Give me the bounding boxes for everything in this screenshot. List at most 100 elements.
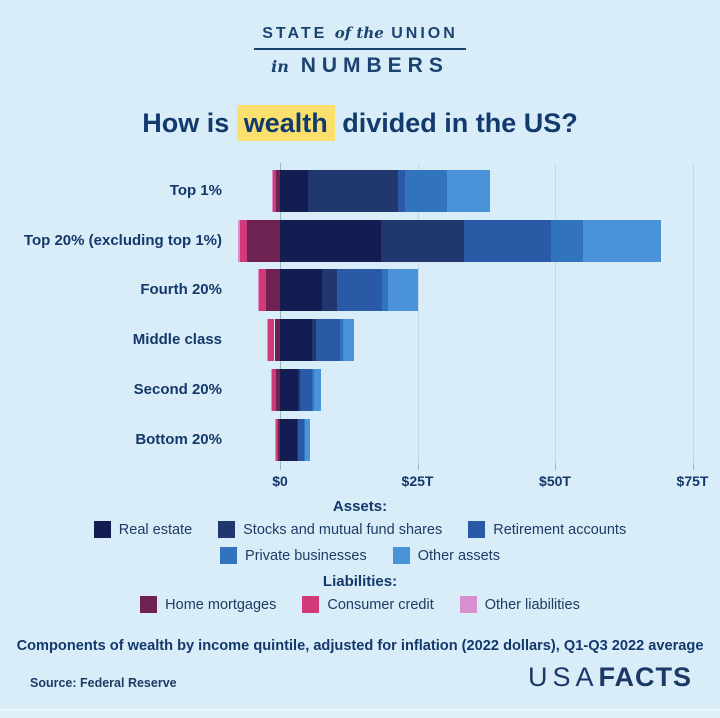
bar-segment-home_mortgages bbox=[275, 170, 280, 212]
bar-segment-real_estate bbox=[280, 170, 309, 212]
bar-segment-private_businesses bbox=[551, 219, 584, 262]
source-note: Source: Federal Reserve bbox=[30, 676, 177, 690]
tick-mark-$75T bbox=[692, 463, 694, 470]
bar-segment-private_businesses bbox=[405, 170, 448, 212]
bar-segment-consumer_credit bbox=[240, 219, 247, 262]
bar-segment-private_businesses bbox=[381, 269, 389, 312]
legend-item-real_estate: Real estate bbox=[93, 521, 193, 538]
bottom-edge-divider bbox=[0, 709, 720, 718]
row-label-1: Top 1% bbox=[169, 182, 222, 199]
bar-segment-other_liabilities bbox=[275, 418, 276, 461]
legend-swatch-other_liabilities bbox=[459, 596, 477, 613]
masthead-line1: STATE of the UNION bbox=[0, 24, 720, 43]
bar-segment-real_estate bbox=[280, 269, 322, 312]
masthead-in: in bbox=[271, 57, 289, 76]
masthead-union: UNION bbox=[391, 25, 458, 42]
bar-segment-real_estate bbox=[280, 219, 381, 262]
bar-segment-home_mortgages bbox=[274, 319, 280, 362]
legend-label-real_estate: Real estate bbox=[118, 521, 193, 538]
gridline-$0 bbox=[280, 163, 281, 463]
bar-segment-stocks_mutual_funds bbox=[298, 368, 301, 411]
bar-segment-retirement_accounts bbox=[398, 170, 406, 212]
bar-segment-home_mortgages bbox=[266, 269, 280, 312]
bar-segment-stocks_mutual_funds bbox=[380, 219, 465, 262]
tick-mark-$50T bbox=[555, 463, 556, 470]
logo-facts: FACTS bbox=[598, 662, 692, 692]
legend-item-stocks_mutual_funds: Stocks and mutual fund shares bbox=[218, 521, 442, 538]
axis-label-$0: $0 bbox=[272, 473, 288, 489]
legend-swatch-private_businesses bbox=[220, 547, 238, 564]
bar-segment-real_estate bbox=[280, 319, 312, 362]
bar-segment-private_businesses bbox=[311, 368, 314, 411]
legend-label-consumer_credit: Consumer credit bbox=[327, 596, 434, 613]
masthead-of-the: of the bbox=[334, 24, 384, 42]
bar-segment-stocks_mutual_funds bbox=[296, 418, 298, 461]
bar-segment-home_mortgages bbox=[277, 418, 280, 461]
bar-segment-other_assets bbox=[305, 418, 310, 461]
bar-segment-other_liabilities bbox=[272, 170, 274, 212]
bar-segment-real_estate bbox=[280, 418, 297, 461]
bar-segment-home_mortgages bbox=[276, 368, 280, 411]
title-prefix: How is bbox=[142, 108, 237, 138]
bar-segment-other_assets bbox=[342, 319, 354, 362]
bar-segment-home_mortgages bbox=[247, 219, 280, 262]
legend-label-retirement_accounts: Retirement accounts bbox=[493, 521, 627, 538]
legend-label-other_liabilities: Other liabilities bbox=[484, 596, 580, 613]
logo-usa: USA bbox=[527, 662, 599, 692]
bar-segment-other_liabilities bbox=[238, 219, 241, 262]
legend-assets-row-2: Private businesses Other assets bbox=[0, 547, 720, 564]
gridline-$50T bbox=[555, 163, 556, 463]
usafacts-logo: USAFACTS bbox=[528, 662, 692, 693]
tick-mark-$0 bbox=[280, 463, 281, 470]
bar-segment-other_assets bbox=[583, 219, 662, 262]
wealth-stacked-bar-chart: $0 $25T $50T $75T Top 1% Top 20% (excluding t… bbox=[0, 163, 720, 489]
bar-segment-retirement_accounts bbox=[464, 219, 552, 262]
legend-liabilities-heading: Liabilities: bbox=[322, 573, 398, 590]
bar-segment-other_assets bbox=[388, 269, 419, 312]
bar-segment-stocks_mutual_funds bbox=[311, 319, 317, 362]
bar-segment-consumer_credit bbox=[267, 319, 275, 362]
bar-segment-consumer_credit bbox=[273, 170, 276, 212]
legend-item-home_mortgages: Home mortgages bbox=[140, 596, 276, 613]
bar-segment-retirement_accounts bbox=[316, 319, 340, 362]
bar-segment-other_assets bbox=[313, 368, 322, 411]
bar-segment-stocks_mutual_funds bbox=[308, 170, 399, 212]
legend-label-private_businesses: Private businesses bbox=[245, 547, 367, 564]
legend-swatch-other_assets bbox=[392, 547, 410, 564]
bar-segment-retirement_accounts bbox=[297, 418, 305, 461]
row-label-3: Fourth 20% bbox=[140, 281, 222, 299]
masthead: STATE of the UNION in NUMBERS bbox=[0, 24, 720, 78]
gridline-$25T bbox=[417, 163, 419, 463]
legend-swatch-home_mortgages bbox=[140, 596, 158, 613]
title-highlight: wealth bbox=[236, 105, 335, 141]
legend-label-home_mortgages: Home mortgages bbox=[165, 596, 277, 613]
bar-segment-other_liabilities bbox=[270, 368, 272, 411]
legend-item-retirement_accounts: Retirement accounts bbox=[468, 521, 626, 538]
page-title: How is wealth divided in the US? bbox=[0, 105, 720, 141]
legend-item-other_assets: Other assets bbox=[392, 547, 500, 564]
bar-segment-other_assets bbox=[447, 170, 491, 212]
title-suffix: divided in the US? bbox=[334, 108, 578, 138]
row-label-5: Second 20% bbox=[133, 380, 222, 398]
bar-segment-stocks_mutual_funds bbox=[321, 269, 337, 312]
legend-liabilities-row: Home mortgages Consumer credit Other liabi… bbox=[0, 596, 720, 613]
bar-segment-retirement_accounts bbox=[300, 368, 312, 411]
legend-swatch-consumer_credit bbox=[302, 596, 320, 613]
legend-label-stocks_mutual_funds: Stocks and mutual fund shares bbox=[243, 521, 443, 538]
bar-segment-consumer_credit bbox=[271, 368, 277, 411]
bar-segment-consumer_credit bbox=[275, 418, 278, 461]
legend-item-consumer_credit: Consumer credit bbox=[302, 596, 434, 613]
axis-label-$50T: $50T bbox=[539, 473, 571, 489]
row-label-2: Top 20% (excluding top 1%) bbox=[23, 231, 222, 249]
bar-segment-consumer_credit bbox=[259, 269, 267, 312]
tick-mark-$25T bbox=[417, 463, 419, 470]
legend-assets-row-1: Real estate Stocks and mutual fund shares… bbox=[0, 521, 720, 538]
axis-label-$75T: $75T bbox=[676, 473, 709, 489]
chart-caption: Components of wealth by income quintile,… bbox=[16, 638, 704, 654]
legend-swatch-real_estate bbox=[93, 521, 111, 538]
masthead-divider bbox=[254, 48, 466, 50]
bar-segment-other_liabilities bbox=[258, 269, 260, 312]
bar-segment-real_estate bbox=[280, 368, 299, 411]
axis-label-$25T: $25T bbox=[401, 473, 434, 489]
